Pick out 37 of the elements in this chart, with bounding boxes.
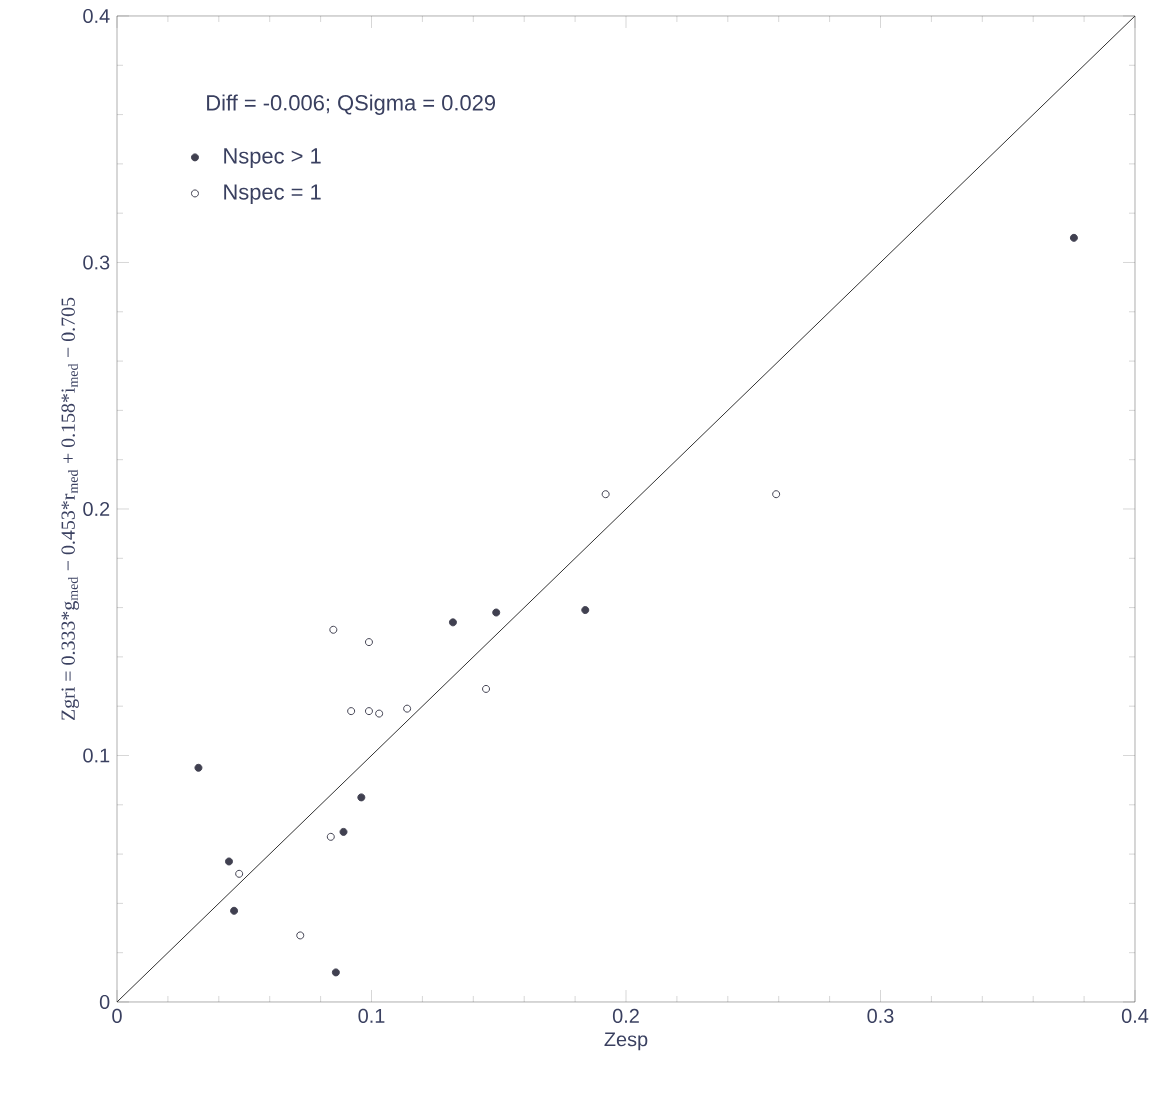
point <box>329 625 338 634</box>
point <box>1069 233 1078 242</box>
y-tick-label: 0.1 <box>83 748 110 763</box>
point <box>296 931 305 940</box>
x-tick-label: 0.2 <box>612 1008 639 1023</box>
annotation: Diff = -0.006; QSigma = 0.029 <box>207 94 496 115</box>
point <box>364 638 373 647</box>
y-tick-label: 0.2 <box>83 501 110 517</box>
point <box>581 606 590 615</box>
x-tick-label: 0.1 <box>358 1008 385 1023</box>
y-tick-label: 0.4 <box>83 8 110 24</box>
point <box>448 618 457 627</box>
y-tick-label: 0 <box>99 994 110 1010</box>
y-axis-title: Zgri = 0.333*g$_{med}$ − 0.453*r$_{med}$ + 0.158*i$_{med}$ − 0.705 <box>61 297 79 721</box>
point <box>492 608 501 617</box>
legend-label: Nspec = 1 <box>224 184 321 205</box>
point <box>235 869 244 878</box>
point <box>364 707 373 716</box>
legend-label: Nspec > 1 <box>224 148 321 168</box>
point <box>482 684 491 693</box>
point <box>375 709 384 718</box>
point <box>347 707 356 716</box>
point <box>339 827 348 836</box>
point <box>230 906 239 915</box>
point <box>403 704 412 713</box>
x-axis-title: Zesp <box>604 1032 648 1051</box>
point <box>601 490 610 499</box>
point <box>194 763 203 772</box>
x-tick-label: 0.3 <box>867 1008 894 1023</box>
y-tick-label: 0.3 <box>83 255 110 270</box>
point <box>357 793 366 802</box>
point <box>326 832 335 841</box>
x-tick-label: 0.4 <box>1121 1008 1149 1023</box>
point <box>772 490 781 499</box>
point <box>331 968 340 977</box>
x-tick-label: 0 <box>112 1008 122 1023</box>
point <box>224 857 233 866</box>
